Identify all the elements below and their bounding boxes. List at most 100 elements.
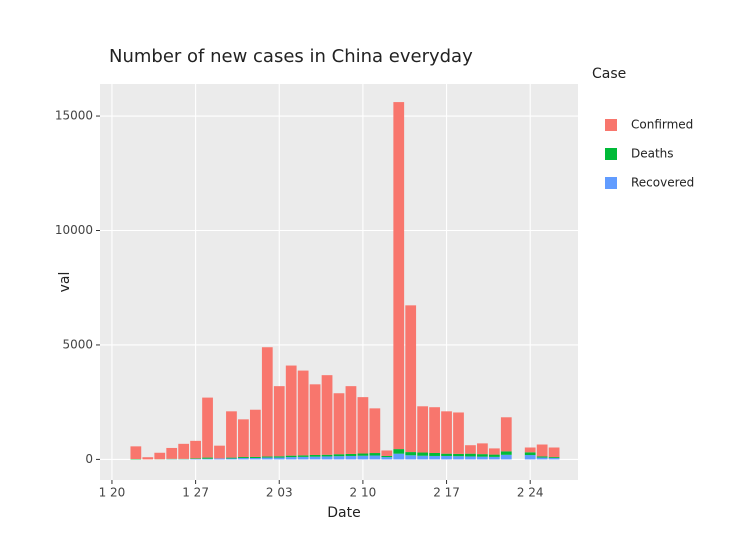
legend-title: Case xyxy=(592,66,626,82)
bar xyxy=(190,440,201,459)
bar xyxy=(238,458,249,460)
bar xyxy=(453,456,464,460)
bar xyxy=(405,452,417,456)
bar xyxy=(238,419,249,458)
bar xyxy=(417,455,429,460)
bar xyxy=(524,455,536,460)
bar xyxy=(345,455,357,460)
y-axis-title: val xyxy=(57,272,73,293)
bar xyxy=(321,375,333,455)
x-tick-label: 1 20 xyxy=(99,486,126,500)
bar xyxy=(369,408,381,454)
bar xyxy=(309,456,321,460)
bar xyxy=(285,455,297,458)
bar xyxy=(297,455,309,457)
bar xyxy=(178,443,190,459)
bar xyxy=(202,458,213,460)
bar xyxy=(345,386,357,454)
bar xyxy=(273,456,285,458)
bar xyxy=(214,458,225,460)
bar xyxy=(321,456,333,460)
bar xyxy=(488,456,500,460)
bar xyxy=(261,456,273,458)
legend-label: Deaths xyxy=(631,147,674,161)
bar xyxy=(226,457,237,459)
bar xyxy=(333,393,345,455)
bar xyxy=(488,448,500,455)
legend-label: Confirmed xyxy=(631,118,693,132)
bar xyxy=(309,384,321,455)
bar xyxy=(333,454,345,457)
bar xyxy=(369,455,381,460)
bar xyxy=(477,443,488,455)
x-tick-label: 2 03 xyxy=(266,486,293,500)
bar xyxy=(441,453,452,456)
bar xyxy=(249,409,261,457)
bar xyxy=(524,452,536,456)
bar xyxy=(166,447,178,459)
bar xyxy=(333,456,345,460)
x-tick-label: 2 17 xyxy=(433,486,460,500)
bar xyxy=(429,407,440,453)
bar xyxy=(190,458,201,459)
legend-key xyxy=(605,148,617,160)
bar xyxy=(405,305,417,453)
bar xyxy=(381,457,393,460)
bar xyxy=(500,454,512,460)
bar xyxy=(154,452,166,460)
bar xyxy=(297,456,309,460)
bar xyxy=(465,456,476,460)
y-tick-label: 0 xyxy=(85,452,93,466)
bar xyxy=(548,447,560,458)
bar xyxy=(536,457,548,460)
legend-key xyxy=(605,119,617,131)
bar xyxy=(465,445,476,454)
bar xyxy=(226,458,237,460)
bar xyxy=(500,451,512,455)
y-tick-label: 5000 xyxy=(62,337,93,351)
x-tick-label: 1 27 xyxy=(182,486,209,500)
x-tick-label: 2 10 xyxy=(350,486,377,500)
bar xyxy=(381,450,393,456)
bar xyxy=(345,453,357,456)
bar xyxy=(297,370,309,456)
bar xyxy=(142,457,154,460)
bar xyxy=(453,412,464,454)
bar xyxy=(393,102,405,450)
bar xyxy=(202,397,213,458)
bar xyxy=(369,453,381,456)
bar xyxy=(285,457,297,460)
bar xyxy=(477,456,488,460)
bar xyxy=(309,454,321,457)
bar xyxy=(273,457,285,460)
chart-title: Number of new cases in China everyday xyxy=(109,46,473,67)
y-tick-label: 10000 xyxy=(55,223,93,237)
bar xyxy=(238,457,249,459)
bar xyxy=(357,455,369,460)
bar xyxy=(405,455,417,460)
bar xyxy=(261,457,273,460)
legend-key xyxy=(605,177,617,189)
bar xyxy=(417,452,429,456)
bar xyxy=(548,457,560,459)
bar xyxy=(321,454,333,457)
bar xyxy=(130,446,142,460)
bar xyxy=(536,444,548,457)
bar xyxy=(261,347,273,457)
bar xyxy=(429,452,440,456)
bar xyxy=(465,453,476,457)
bar xyxy=(393,453,405,460)
bar xyxy=(441,455,452,460)
bar xyxy=(548,458,560,460)
legend-label: Recovered xyxy=(631,176,694,190)
bar xyxy=(393,449,405,454)
bar xyxy=(249,458,261,460)
bar xyxy=(429,455,440,460)
bar xyxy=(273,386,285,457)
x-tick-label: 2 24 xyxy=(517,486,544,500)
bar xyxy=(357,453,369,456)
bar xyxy=(214,445,225,459)
bar xyxy=(357,397,369,454)
bar xyxy=(524,447,536,453)
bar xyxy=(381,455,393,458)
